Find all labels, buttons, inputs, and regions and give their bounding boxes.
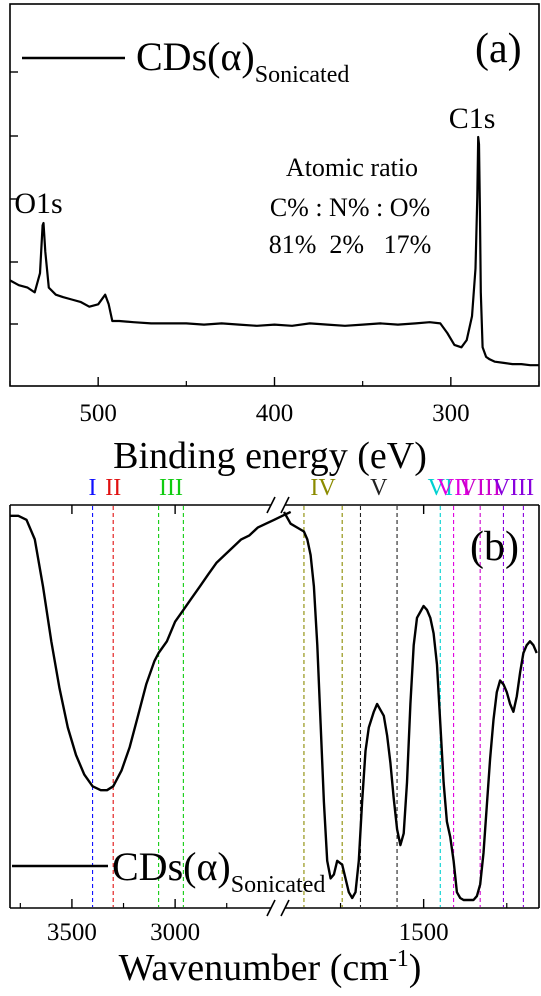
atomic-ratio-values: 81% 2% 17% [269,230,431,259]
panel-label-b: (b) [470,524,519,570]
reference-label: VI [428,475,453,501]
x-axis-label-b: Wavenumber (cm-1) [119,946,422,989]
reference-label: V [370,475,388,501]
spectrum-line-a [9,135,539,367]
reference-label: VIII [493,475,534,501]
plot-frame-b [9,496,540,917]
x-axis-label-a: Binding energy (eV) [113,435,427,477]
x-tick-labels-a: 500 400 300 [79,400,469,427]
reference-label: III [159,475,183,501]
x-tick-label-a: 400 [256,400,294,427]
panel-label-a: (a) [475,26,522,72]
ticks-a [9,71,540,386]
atomic-ratio-header: C% : N% : O% [270,193,430,222]
spectrum-line-b-1 [10,510,292,792]
x-tick-label-a: 500 [79,400,117,427]
x-tick-label-b: 3000 [150,919,200,946]
reference-label: VIII [460,475,501,501]
axis-break-mark [280,899,290,917]
x-tick-label-b: 3500 [47,919,97,946]
spectrum-lines-b [10,510,538,902]
legend-label-b: CDs(α)Sonicated [112,844,325,898]
axis-break-mark [266,899,276,917]
axis-break-mark [280,496,290,514]
ticks-b [19,505,508,908]
spectrum-line-b-2 [282,511,538,902]
x-tick-labels-b: 3500300015001000 [47,919,449,946]
reference-label: IV [310,475,336,501]
legend-label-a: CDs(α)Sonicated [136,34,349,88]
reference-label: II [105,475,121,501]
annotation-o1s: O1s [14,187,62,220]
x-tick-label-a: 300 [432,400,470,427]
annotation-c1s: C1s [449,102,496,135]
reference-label: I [89,475,97,501]
atomic-ratio-title: Atomic ratio [286,153,418,182]
panel-a: CDs(α)Sonicated (a) O1s C1s Atomic ratio… [9,3,540,477]
reference-label: VII [437,475,470,501]
x-tick-label-b: 1500 [399,919,449,946]
axis-break-mark [266,496,276,514]
